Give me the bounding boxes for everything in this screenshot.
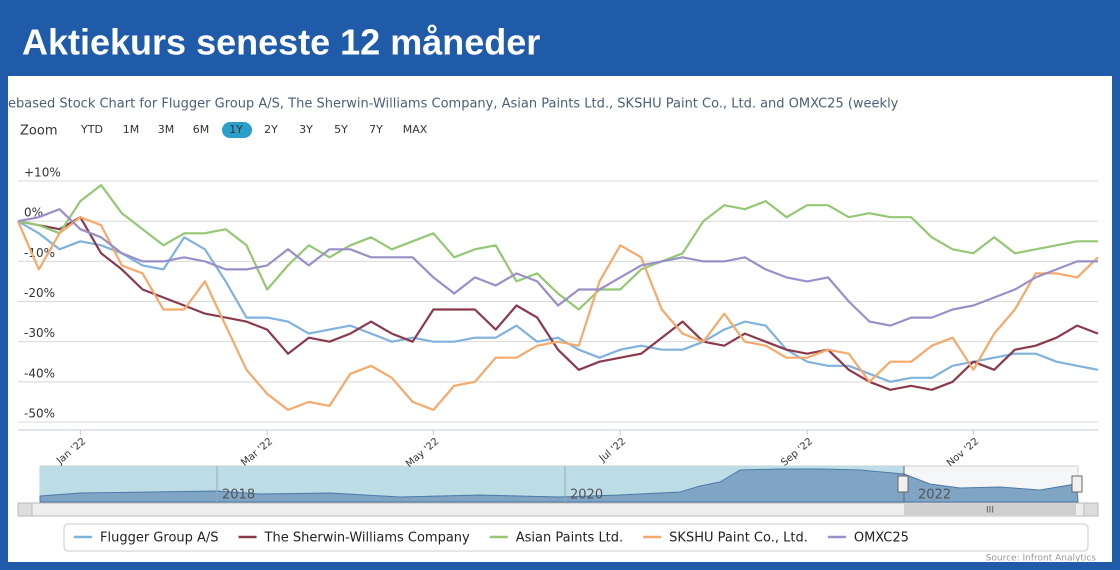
zoom-button[interactable]: 6M xyxy=(193,123,210,136)
series-line xyxy=(17,220,1099,383)
zoom-button[interactable]: 2Y xyxy=(264,123,278,136)
series-line xyxy=(17,184,1098,311)
navigator: 2018 2020 2022 III xyxy=(17,465,1099,517)
zoom-button[interactable]: 7Y xyxy=(369,123,383,136)
scroll-left[interactable] xyxy=(17,502,33,517)
legend-label[interactable]: Asian Paints Ltd. xyxy=(516,531,623,546)
zoom-button[interactable]: 3Y xyxy=(299,123,313,136)
navigator-handle[interactable] xyxy=(1071,475,1083,493)
navigator-label: 2020 xyxy=(570,488,603,503)
zoom-button[interactable]: 1M xyxy=(123,123,140,136)
scroll-thumb[interactable] xyxy=(904,504,1076,515)
zoom-button[interactable]: 3M xyxy=(158,123,175,136)
zoom-label: Zoom xyxy=(20,124,57,139)
series-line xyxy=(16,216,1099,411)
legend-label[interactable]: The Sherwin-Williams Company xyxy=(264,531,470,546)
scroll-thumb-label: III xyxy=(986,506,994,516)
chart-subtitle: ebased Stock Chart for Flugger Group A/S… xyxy=(8,97,899,112)
series-line xyxy=(17,216,1099,391)
y-tick-label: -40% xyxy=(24,366,55,380)
zoom-button[interactable]: YTD xyxy=(80,123,103,136)
navigator-label: 2022 xyxy=(918,488,951,503)
navigator-area xyxy=(39,468,1079,503)
y-tick-label: -20% xyxy=(24,286,55,300)
zoom-button[interactable]: 5Y xyxy=(334,123,348,136)
scroll-right[interactable] xyxy=(1083,502,1099,517)
navigator-label: 2018 xyxy=(222,488,255,503)
legend-label[interactable]: SKSHU Paint Co., Ltd. xyxy=(669,531,808,546)
zoom-button[interactable]: 1Y xyxy=(229,123,243,136)
page-title: Aktiekurs seneste 12 måneder xyxy=(22,22,540,63)
legend-label[interactable]: OMXC25 xyxy=(854,531,909,546)
y-tick-label: -30% xyxy=(24,326,55,340)
zoom-button-bg[interactable] xyxy=(222,122,252,138)
legend-box xyxy=(63,523,1089,552)
series-line xyxy=(17,208,1098,327)
legend-label[interactable]: Flugger Group A/S xyxy=(100,531,219,546)
source: Source: Infront Analytics xyxy=(986,554,1097,564)
navigator-handle[interactable] xyxy=(897,475,909,493)
zoom-button[interactable]: MAX xyxy=(403,123,428,136)
y-tick-label: -50% xyxy=(24,406,55,420)
y-tick-label: +10% xyxy=(24,166,61,180)
